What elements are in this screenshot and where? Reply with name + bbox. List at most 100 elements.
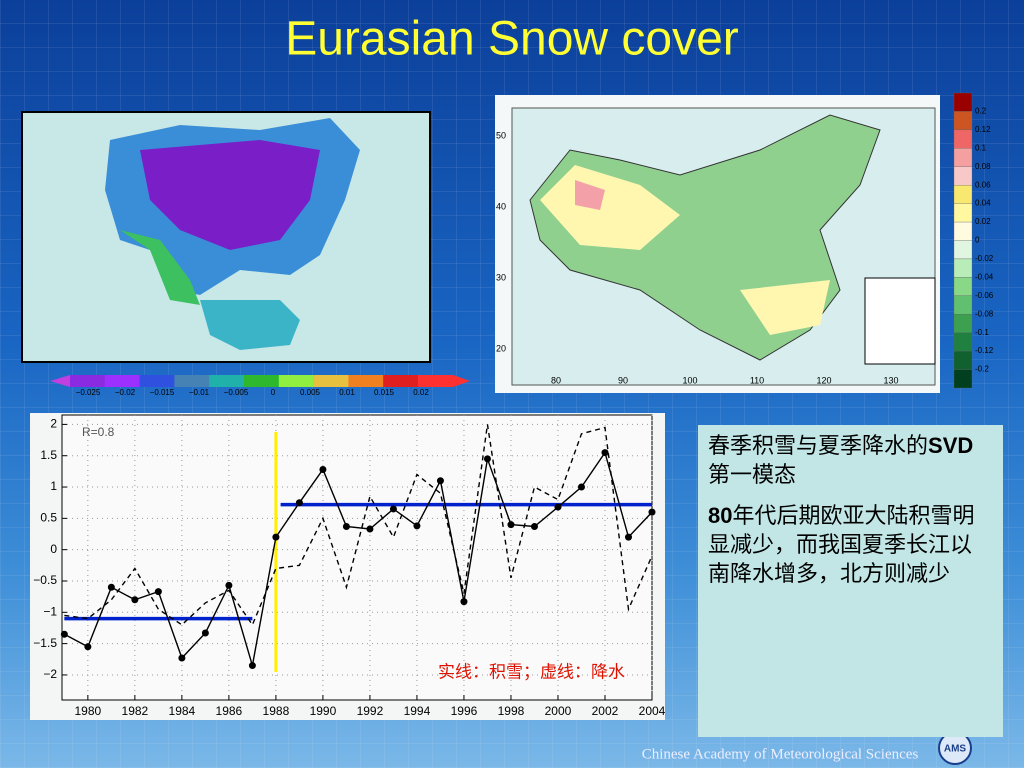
colorbar-cell (953, 185, 973, 204)
y-tick-label: 0 (50, 542, 57, 556)
series-marker (554, 503, 562, 511)
text-run: 第一模态 (708, 462, 797, 487)
logo-text: AMS (944, 744, 967, 755)
y-tick-label: 0.5 (40, 511, 57, 525)
colorbar-cell (953, 148, 973, 167)
colorbar-cell (953, 332, 973, 352)
y-tick-label: 1.5 (40, 448, 57, 462)
precip-region (740, 280, 830, 335)
x-tick-label: 1994 (404, 704, 431, 718)
colorbar-cell (209, 375, 245, 387)
colorbar-cell (953, 203, 973, 223)
map-lat-label: 30 (496, 272, 506, 282)
series-marker (178, 654, 186, 662)
map-lon-label: 110 (750, 375, 764, 385)
paragraph: 80年代后期欧亚大陆积雪明显减少，而我国夏季长江以南降水增多，北方则减少 (708, 501, 993, 588)
x-tick-label: 1996 (451, 704, 478, 718)
x-tick-label: 1990 (310, 704, 337, 718)
series-marker (389, 505, 397, 513)
colorbar-label: −0.02 (115, 388, 136, 397)
series-marker (131, 596, 139, 604)
colorbar-label: -0.06 (975, 291, 994, 300)
y-tick-label: −1.5 (33, 636, 57, 650)
colorbar-cell (953, 295, 973, 315)
series-marker (413, 522, 421, 530)
x-tick-label: 2002 (592, 704, 619, 718)
series-marker (319, 465, 327, 473)
series-marker (154, 588, 162, 596)
colorbar-label: 0.005 (300, 388, 321, 397)
series-marker (295, 499, 303, 507)
map-lon-label: 90 (618, 375, 628, 385)
colorbar-label: 0.12 (975, 125, 991, 134)
series-marker (366, 525, 374, 533)
text-run: 80 (708, 503, 733, 528)
map-lon-label: 130 (883, 375, 898, 385)
colorbar-cell (104, 375, 140, 387)
snow-region (200, 300, 300, 350)
map-lat-label: 40 (496, 201, 506, 211)
map-lon-label: 120 (816, 375, 831, 385)
colorbar-cell (953, 314, 973, 333)
series-marker (507, 521, 515, 529)
snow-region (120, 230, 200, 305)
series-marker (342, 522, 350, 530)
colorbar-cell (70, 375, 105, 387)
colorbar-label: -0.12 (975, 346, 994, 355)
series-marker (601, 449, 609, 457)
footer: Chinese Academy of Meteorological Scienc… (642, 746, 919, 762)
colorbar-label: -0.2 (975, 365, 989, 374)
y-tick-label: 1 (50, 479, 57, 493)
colorbar-label: 0.2 (975, 107, 987, 116)
x-tick-label: 1984 (169, 704, 196, 718)
series-line (64, 450, 653, 666)
colorbar-cell (418, 375, 453, 387)
map-lat-label: 20 (496, 343, 506, 353)
colorbar-arrow (453, 375, 470, 387)
colorbar-label: -0.04 (975, 272, 994, 281)
series-marker (483, 455, 491, 463)
colorbar-cell (953, 111, 973, 131)
series-marker (577, 483, 585, 491)
colorbar-cell (383, 375, 419, 387)
colorbar-arrow (50, 375, 70, 387)
colorbar-cell (313, 375, 349, 387)
text-run: SVD (928, 433, 974, 458)
colorbar-label: 0.06 (975, 180, 991, 189)
colorbar-cell (953, 92, 973, 112)
colorbar-label: 0 (975, 236, 980, 245)
colorbar-label: 0.01 (339, 388, 355, 397)
series-marker (460, 598, 468, 606)
colorbar-label: −0.005 (224, 388, 249, 397)
y-tick-label: −1 (43, 604, 57, 618)
x-tick-label: 1986 (216, 704, 243, 718)
series-marker (201, 629, 209, 637)
series-marker (648, 508, 656, 516)
colorbar-cell (953, 129, 973, 149)
colorbar-label: -0.02 (975, 254, 994, 263)
colorbar-label: 0.1 (975, 143, 987, 152)
precip-region (575, 180, 605, 210)
colorbar-cell (348, 375, 384, 387)
annotation: R=0.8 (82, 425, 115, 439)
text-box: 春季积雪与夏季降水的SVD 第一模态 80年代后期欧亚大陆积雪明显减少，而我国夏季长… (698, 425, 1003, 737)
colorbar-cell (278, 375, 314, 387)
colorbar-label: -0.1 (975, 328, 989, 337)
colorbar-cell (953, 258, 973, 278)
slide-title: Eurasian Snow cover (285, 13, 739, 66)
colorbar-label: 0.04 (975, 199, 991, 208)
series-marker (84, 643, 92, 651)
series-marker (272, 533, 280, 541)
y-tick-label: −0.5 (33, 573, 57, 587)
x-tick-label: 2000 (545, 704, 572, 718)
text-run: 春季积雪与夏季降水的 (708, 433, 929, 458)
map-lon-label: 100 (682, 375, 697, 385)
colorbar-cell (953, 166, 973, 186)
x-tick-label: 1980 (75, 704, 102, 718)
map-lon-label: 80 (551, 375, 561, 385)
colorbar-cell (244, 375, 279, 387)
y-tick-label: −2 (43, 667, 57, 681)
colorbar-label: 0.02 (413, 388, 429, 397)
